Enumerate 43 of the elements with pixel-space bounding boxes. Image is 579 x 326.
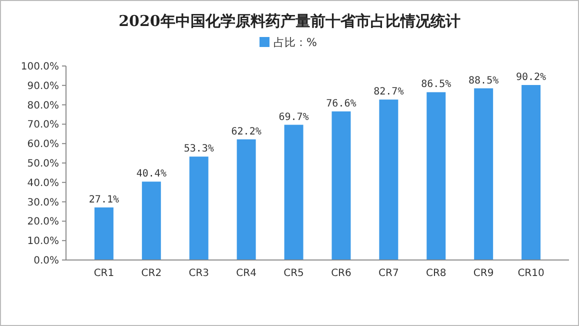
bar [522,85,541,260]
data-label: 69.7% [278,112,309,123]
y-tick-label: 70.0% [27,120,59,131]
x-tick-label: CR3 [188,268,210,279]
bar [284,124,304,260]
x-tick-label: CR5 [284,268,304,279]
data-label: 88.5% [468,75,499,86]
legend-label: 占比：% [274,36,317,49]
data-label: 27.1% [88,194,120,206]
bar [332,111,351,260]
x-tick-label: CR2 [141,268,162,279]
bar [142,182,161,260]
bar [379,100,398,260]
bar [474,88,494,260]
x-tick-label: CR4 [236,268,256,279]
x-tick-label: CR1 [94,268,114,279]
y-tick-label: 90.0% [27,80,59,92]
data-label: 62.2% [231,126,262,138]
x-tick-label: CR6 [331,268,352,279]
bar [236,139,256,260]
y-tick-label: 80.0% [27,100,59,112]
bar [94,207,114,260]
x-tick-label: CR7 [378,268,399,279]
y-tick-label: 20.0% [27,216,59,228]
y-tick-label: 60.0% [27,139,59,150]
data-label: 82.7% [374,86,404,98]
data-label: 53.3% [184,144,214,155]
bar [426,92,446,260]
y-tick-label: 10.0% [27,236,59,248]
bar [189,156,208,260]
x-tick-label: CR8 [426,268,446,279]
data-label: 76.6% [326,98,356,110]
y-tick-label: 50.0% [27,158,59,170]
data-label: 40.4% [136,168,166,180]
y-tick-label: 40.0% [27,178,59,189]
y-tick-label: 30.0% [27,197,59,208]
x-tick-label: CR10 [518,268,544,279]
data-label: 86.5% [421,79,452,90]
x-tick-label: CR9 [473,268,494,279]
data-label: 90.2% [516,72,546,84]
y-tick-label: 0.0% [34,256,59,266]
chart-title: 2020年中国化学原料药产量前十省市占比情况统计 [118,12,460,30]
y-tick-label: 100.0% [20,62,59,72]
